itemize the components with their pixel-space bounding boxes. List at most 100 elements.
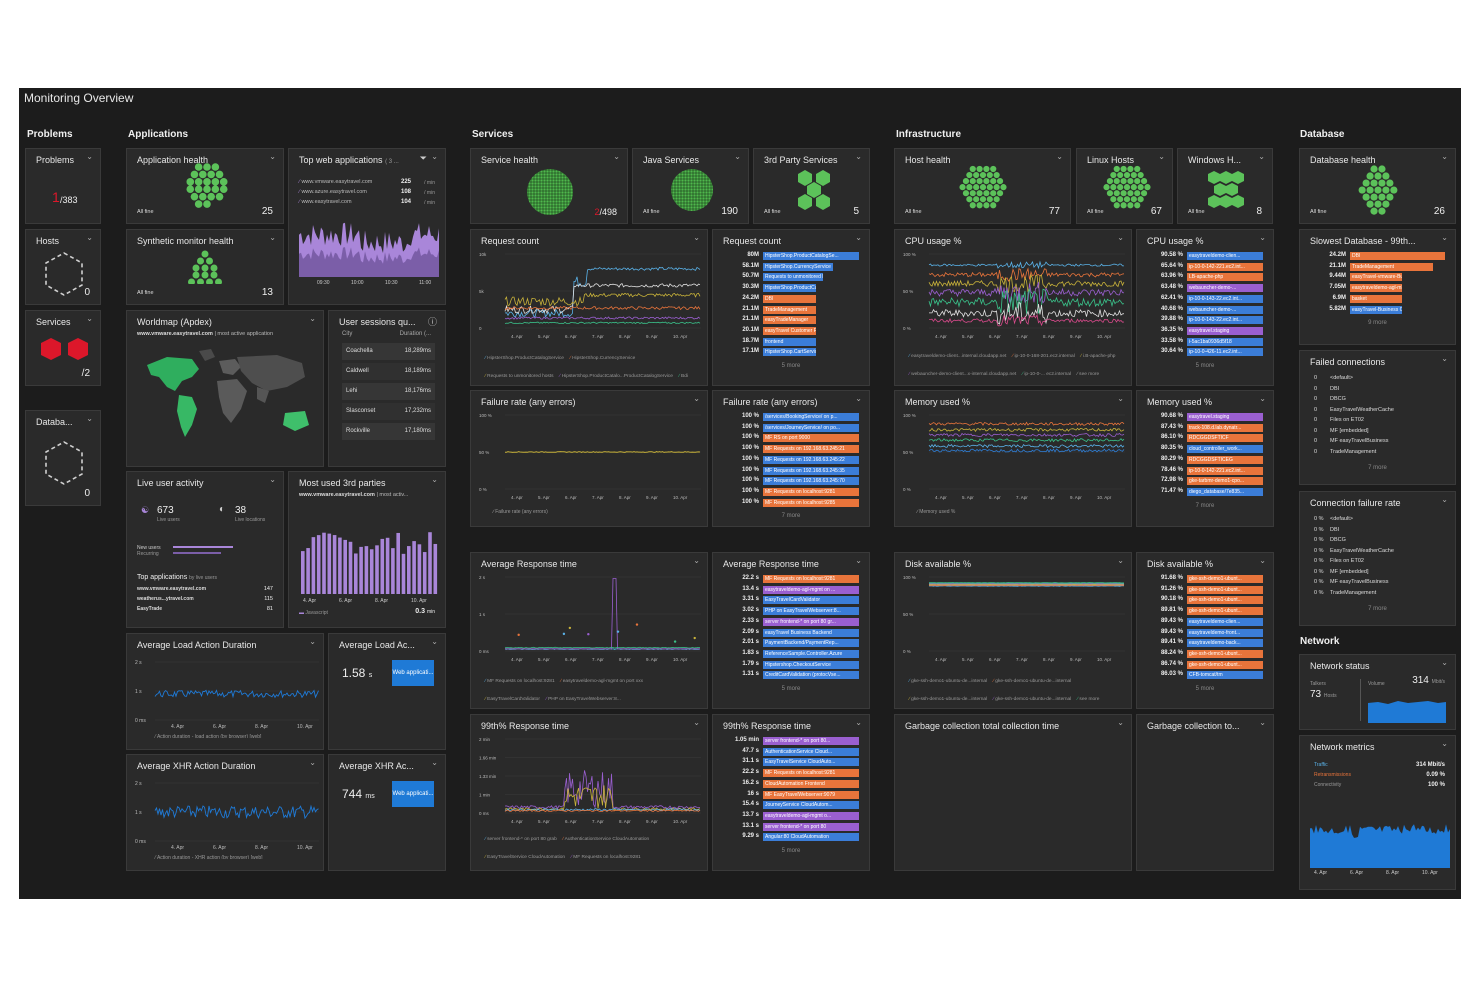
more-link[interactable]: 5 more <box>781 848 801 854</box>
live-user-activity-tile[interactable]: Live user activity ⌄ ☯ 673 Live users ◐ … <box>126 471 284 628</box>
disk-list-tile[interactable]: Disk available % ⌄ 91.68 % gke-ssh-demo1-… <box>1136 552 1274 709</box>
avg-xhr-action-tile[interactable]: Average XHR Action Duration ⌄ 2 s 1 s 0 ms… <box>126 754 324 871</box>
chevron-down-icon[interactable]: ⌄ <box>1441 354 1448 363</box>
chevron-down-icon[interactable]: ⌄ <box>1441 739 1448 748</box>
chevron-down-icon[interactable]: ⌄ <box>1441 152 1448 161</box>
chevron-down-icon[interactable]: ⌄ <box>86 233 93 242</box>
network-status-tile[interactable]: Network status ⌄ Talkers 73 Hosts Volume… <box>1299 654 1456 730</box>
memory-chart-tile[interactable]: Memory used % ⌄ 100 % 50 % 0 % 4. Apr 5. Apr… <box>894 390 1132 527</box>
more-link[interactable]: 5 more <box>1195 686 1215 692</box>
request-count-chart-tile[interactable]: Request count ⌄ 10k 5k 0 4. Apr 5. Apr 6. Apr… <box>470 229 708 386</box>
p99-response-chart-tile[interactable]: 99th% Response time ⌄ 2 min 1.66 min 1.33 … <box>470 714 708 871</box>
more-link[interactable]: 7 more <box>1195 502 1215 509</box>
chevron-down-icon[interactable]: ⌄ <box>693 556 700 565</box>
chevron-down-icon[interactable]: ⌄ <box>269 152 276 161</box>
database-health-tile[interactable]: Database health ⌄ All fine 26 <box>1299 148 1456 224</box>
chevron-down-icon[interactable]: ⌄ <box>1441 233 1448 242</box>
avg-load-small-tile[interactable]: Average Load Ac... ⌄ 1.58 s Web applicat… <box>328 633 446 750</box>
chevron-down-icon[interactable]: ⌄ <box>309 637 316 646</box>
disk-chart-tile[interactable]: Disk available % ⌄ 100 % 50 % 0 % 4. Apr 5. … <box>894 552 1132 709</box>
chevron-down-icon[interactable]: ⌄ <box>1441 658 1448 667</box>
avg-xhr-small-tile[interactable]: Average XHR Ac... ⌄ 744 ms Web applicati… <box>328 754 446 871</box>
chevron-down-icon[interactable]: ⌄ <box>693 394 700 403</box>
linux-hosts-tile[interactable]: Linux Hosts ⌄ All fine 67 <box>1076 148 1173 224</box>
chevron-down-icon[interactable]: ⌄ <box>1117 718 1124 727</box>
chevron-down-icon[interactable]: ⌄ <box>1117 394 1124 403</box>
failure-rate-list-tile[interactable]: Failure rate (any errors) ⌄ 100 % /servic… <box>712 390 870 527</box>
request-count-list-tile[interactable]: Request count ⌄ 80M HipsterShop.ProductCa… <box>712 229 870 386</box>
chevron-down-icon[interactable]: ⌄ <box>855 152 862 161</box>
third-parties-tile[interactable]: Most used 3rd parties ⌄ www.vmware.easyt… <box>288 471 446 628</box>
gc-small-tile[interactable]: Garbage collection to... ⌄ <box>1136 714 1274 871</box>
avg-response-chart-tile[interactable]: Average Response time ⌄ 2 s 1 s 0 ms 4. Apr… <box>470 552 708 709</box>
user-sessions-tile[interactable]: User sessions qu... ⓘ City Duration (...… <box>328 310 446 467</box>
chevron-down-icon[interactable]: ⌄ <box>1158 152 1165 161</box>
filter-icon[interactable]: ⏷ <box>419 153 427 163</box>
chevron-down-icon[interactable]: ⌄ <box>86 314 93 323</box>
chevron-down-icon[interactable]: ⌄ <box>431 758 438 767</box>
service-health-tile[interactable]: Service health ⌄ 2/498 <box>470 148 628 224</box>
java-services-tile[interactable]: Java Services ⌄ All fine 190 <box>632 148 749 224</box>
avg-response-list-tile[interactable]: Average Response time ⌄ 22.2 s MF Request… <box>712 552 870 709</box>
network-metrics-tile[interactable]: Network metrics ⌄ Traffic 314 Mbit/s Retra… <box>1299 735 1456 890</box>
chevron-down-icon[interactable]: ⌄ <box>1117 233 1124 242</box>
chevron-down-icon[interactable]: ⌄ <box>1259 233 1266 242</box>
chevron-down-icon[interactable]: ⌄ <box>86 414 93 423</box>
application-health-tile[interactable]: Application health ⌄ All fine 25 <box>126 148 284 224</box>
chevron-down-icon[interactable]: ⌄ <box>855 718 862 727</box>
chevron-down-icon[interactable]: ⌄ <box>613 152 620 161</box>
chevron-down-icon[interactable]: ⌄ <box>309 314 316 323</box>
info-icon[interactable]: ⓘ <box>427 317 437 327</box>
chevron-down-icon[interactable]: ⌄ <box>734 152 741 161</box>
synthetic-monitor-health-tile[interactable]: Synthetic monitor health ⌄ All fine 13 <box>126 229 284 305</box>
list-value: 100 % <box>741 445 759 452</box>
chevron-down-icon[interactable]: ⌄ <box>1259 556 1266 565</box>
connection-failure-rate-tile[interactable]: Connection failure rate ⌄ 0 % <default> 0 … <box>1299 491 1456 626</box>
more-link[interactable]: 9 more <box>1368 320 1387 327</box>
chevron-down-icon[interactable]: ⌄ <box>693 718 700 727</box>
memory-list-tile[interactable]: Memory used % ⌄ 90.68 % easytravel.stagin… <box>1136 390 1274 527</box>
more-link[interactable]: 5 more <box>1195 363 1215 369</box>
chevron-down-icon[interactable]: ⌄ <box>431 475 438 484</box>
chevron-down-icon[interactable]: ⌄ <box>1259 718 1266 727</box>
slowest-database-tile[interactable]: Slowest Database - 99th... ⌄ 24.2M DBI 21.… <box>1299 229 1456 345</box>
windows-hosts-tile[interactable]: Windows H... ⌄ All fine 8 <box>1177 148 1273 224</box>
chevron-down-icon[interactable]: ⌄ <box>269 233 276 242</box>
chevron-down-icon[interactable]: ⌄ <box>855 233 862 242</box>
chevron-down-icon[interactable]: ⌄ <box>86 152 93 161</box>
services-tile[interactable]: Services ⌄ /2 <box>25 310 101 386</box>
host-health-tile[interactable]: Host health ⌄ All fine 77 <box>894 148 1071 224</box>
web-application-button[interactable]: Web applicati... <box>392 660 434 686</box>
gc-chart-tile[interactable]: Garbage collection total collection time… <box>894 714 1132 871</box>
top-web-applications-tile[interactable]: Top web applications ( 3 ... ⏷ ⌄ ∕ www.v… <box>288 148 446 305</box>
chevron-down-icon[interactable]: ⌄ <box>855 556 862 565</box>
more-link[interactable]: 7 more <box>781 513 801 520</box>
p99-response-list-tile[interactable]: 99th% Response time ⌄ 1.05 min server fro… <box>712 714 870 871</box>
chevron-down-icon[interactable]: ⌄ <box>1056 152 1063 161</box>
cpu-list-tile[interactable]: CPU usage % ⌄ 90.58 % easytraveldemo-clie… <box>1136 229 1274 386</box>
chevron-down-icon[interactable]: ⌄ <box>269 475 276 484</box>
problems-tile[interactable]: Problems ⌄ 1 /383 <box>25 148 101 224</box>
chevron-down-icon[interactable]: ⌄ <box>431 152 438 161</box>
cpu-chart-tile[interactable]: CPU usage % ⌄ 100 % 50 % 0 % 4. Apr 5. Apr 6.… <box>894 229 1132 386</box>
database-tile[interactable]: Databa... ⌄ 0 <box>25 410 101 506</box>
hosts-tile[interactable]: Hosts ⌄ 0 <box>25 229 101 305</box>
avg-load-action-tile[interactable]: Average Load Action Duration ⌄ 2 s 1 s 0 m… <box>126 633 324 750</box>
chevron-down-icon[interactable]: ⌄ <box>1441 495 1448 504</box>
chevron-down-icon[interactable]: ⌄ <box>1117 556 1124 565</box>
chevron-down-icon[interactable]: ⌄ <box>309 758 316 767</box>
worldmap-tile[interactable]: Worldmap (Apdex) ⌄ www.vmware.easytravel… <box>126 310 324 467</box>
web-application-button[interactable]: Web applicati... <box>392 781 434 807</box>
more-link[interactable]: 7 more <box>1368 606 1387 612</box>
more-link[interactable]: 5 more <box>781 686 801 692</box>
more-link[interactable]: 7 more <box>1368 465 1387 471</box>
chevron-down-icon[interactable]: ⌄ <box>1258 152 1265 161</box>
chevron-down-icon[interactable]: ⌄ <box>431 637 438 646</box>
chevron-down-icon[interactable]: ⌄ <box>1259 394 1266 403</box>
chevron-down-icon[interactable]: ⌄ <box>693 233 700 242</box>
failed-connections-tile[interactable]: Failed connections ⌄ 0 <default> 0 DBI 0 DBCG… <box>1299 350 1456 485</box>
third-party-services-tile[interactable]: 3rd Party Services ⌄ All fine 5 <box>753 148 870 224</box>
more-link[interactable]: 5 more <box>781 363 801 369</box>
chevron-down-icon[interactable]: ⌄ <box>855 394 862 403</box>
failure-rate-chart-tile[interactable]: Failure rate (any errors) ⌄ 100 % 50 % 0 %… <box>470 390 708 527</box>
